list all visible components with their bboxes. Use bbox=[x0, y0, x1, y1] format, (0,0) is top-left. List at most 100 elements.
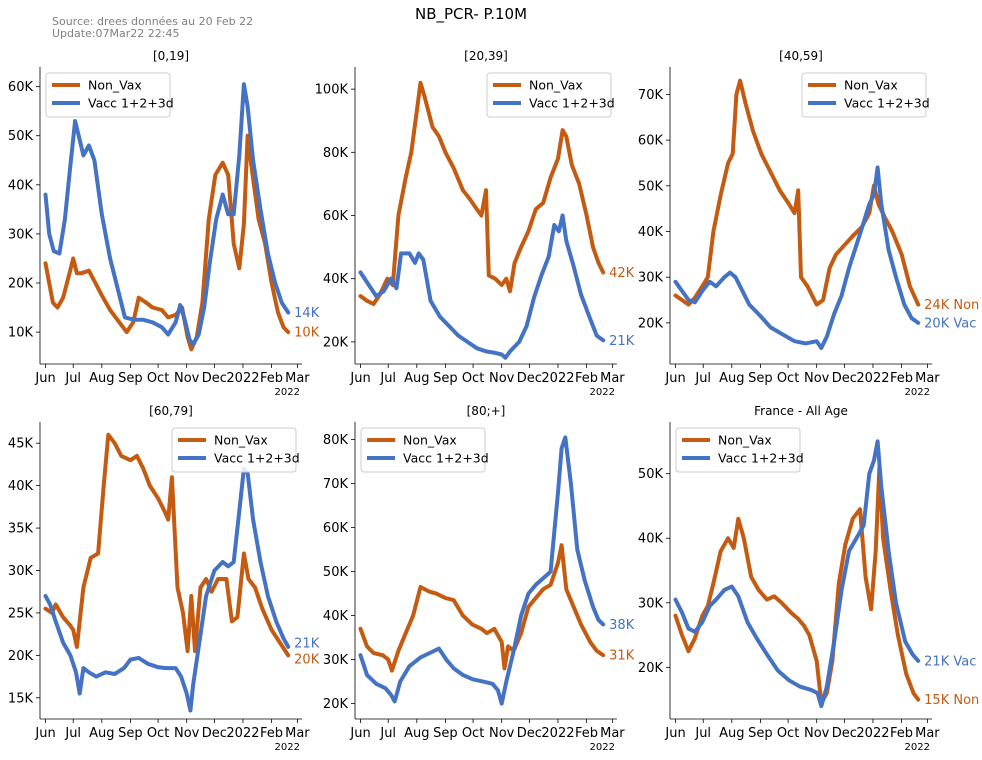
x-tick-label: 2022 bbox=[856, 371, 889, 386]
subplot-title: [20,39] bbox=[464, 49, 508, 63]
x-tick-label: Oct bbox=[777, 726, 799, 741]
x-tick-label: Mar bbox=[285, 371, 310, 386]
x-tick-label: Jun bbox=[664, 371, 685, 386]
x-tick-label: Mar bbox=[285, 726, 310, 741]
non-vax-end-label: 10K bbox=[294, 326, 320, 341]
x-tick-label: Oct bbox=[462, 371, 484, 386]
vacc-line bbox=[358, 435, 606, 706]
x-tick-label: Mar bbox=[915, 726, 940, 741]
x-tick-label: Sep bbox=[433, 371, 458, 386]
x-tick-label: Aug bbox=[719, 371, 744, 386]
x-tick-label: Dec bbox=[832, 371, 857, 386]
x-tick-label: Aug bbox=[404, 726, 429, 741]
x-tick-label: Jul bbox=[379, 371, 396, 386]
x-tick-label: Feb bbox=[260, 371, 283, 386]
legend-label-non-vax: Non_Vax bbox=[844, 78, 898, 93]
x-tick-label: Mar bbox=[600, 371, 625, 386]
x-offset-label: 2022 bbox=[590, 742, 615, 753]
x-tick-label: Mar bbox=[600, 726, 625, 741]
x-tick-label: Dec bbox=[517, 726, 542, 741]
x-tick-label: Jul bbox=[64, 726, 81, 741]
y-tick-label: 30K bbox=[8, 564, 34, 579]
y-tick-label: 60K bbox=[638, 134, 664, 149]
non-vax-line bbox=[43, 133, 291, 352]
y-tick-label: 40K bbox=[638, 225, 664, 240]
x-tick-label: Feb bbox=[260, 726, 283, 741]
y-tick-label: 70K bbox=[323, 477, 349, 492]
x-tick-label: Aug bbox=[89, 726, 114, 741]
x-tick-label: Jun bbox=[349, 371, 370, 386]
y-tick-label: 40K bbox=[323, 272, 349, 287]
non-vax-end-label: 42K bbox=[609, 266, 635, 281]
x-tick-label: Aug bbox=[404, 371, 429, 386]
y-tick-label: 20K bbox=[8, 649, 34, 664]
vacc-line bbox=[673, 165, 921, 350]
x-tick-label: Sep bbox=[118, 371, 143, 386]
y-tick-label: 30K bbox=[638, 271, 664, 286]
x-tick-label: Jul bbox=[694, 726, 711, 741]
y-tick-label: 20K bbox=[8, 277, 34, 292]
y-tick-label: 15K bbox=[8, 691, 34, 706]
vacc-end-label: 21K Vac bbox=[924, 654, 976, 669]
y-tick-label: 60K bbox=[323, 209, 349, 224]
non-vax-line bbox=[43, 432, 291, 658]
x-tick-label: Nov bbox=[489, 726, 515, 741]
y-tick-label: 30K bbox=[323, 653, 349, 668]
y-tick-label: 40K bbox=[323, 609, 349, 624]
non-vax-end-label: 15K Non bbox=[924, 693, 979, 708]
legend-label-non-vax: Non_Vax bbox=[529, 78, 583, 93]
non-vax-end-label: 20K bbox=[294, 653, 320, 668]
y-tick-label: 40K bbox=[8, 479, 34, 494]
legend-label-vacc: Vacc 1+2+3d bbox=[403, 451, 489, 466]
vacc-line bbox=[358, 213, 606, 360]
vacc-line bbox=[43, 82, 291, 347]
x-offset-label: 2022 bbox=[275, 387, 300, 398]
y-tick-label: 80K bbox=[323, 433, 349, 448]
x-tick-label: Oct bbox=[777, 371, 799, 386]
subplot-title: [60,79] bbox=[149, 404, 193, 418]
vacc-line bbox=[673, 439, 921, 709]
x-tick-label: Nov bbox=[489, 371, 515, 386]
x-tick-label: Jun bbox=[34, 726, 55, 741]
legend-label-vacc: Vacc 1+2+3d bbox=[88, 96, 174, 111]
y-tick-label: 40K bbox=[8, 178, 34, 193]
y-tick-label: 35K bbox=[8, 522, 34, 537]
subplot-title: France - All Age bbox=[754, 404, 848, 418]
non-vax-end-label: 24K Non bbox=[924, 298, 979, 313]
x-tick-label: Nov bbox=[174, 726, 200, 741]
x-tick-label: Dec bbox=[517, 371, 542, 386]
x-tick-label: Jul bbox=[64, 371, 81, 386]
x-tick-label: 2022 bbox=[226, 726, 259, 741]
non-vax-line bbox=[358, 80, 606, 306]
x-tick-label: 2022 bbox=[856, 726, 889, 741]
vacc-end-label: 14K bbox=[294, 306, 320, 321]
x-tick-label: Oct bbox=[147, 726, 169, 741]
y-tick-label: 20K bbox=[323, 697, 349, 712]
y-tick-label: 30K bbox=[638, 596, 664, 611]
x-tick-label: Jun bbox=[34, 371, 55, 386]
x-tick-label: Sep bbox=[433, 726, 458, 741]
non-vax-end-label: 31K bbox=[609, 649, 635, 664]
update-line: Update:07Mar22 22:45 bbox=[52, 27, 180, 40]
x-tick-label: Sep bbox=[748, 726, 773, 741]
y-tick-label: 25K bbox=[8, 606, 34, 621]
x-tick-label: 2022 bbox=[226, 371, 259, 386]
x-tick-label: Oct bbox=[462, 726, 484, 741]
y-tick-label: 40K bbox=[638, 532, 664, 547]
x-offset-label: 2022 bbox=[275, 742, 300, 753]
x-tick-label: Nov bbox=[804, 371, 830, 386]
x-offset-label: 2022 bbox=[905, 387, 930, 398]
x-tick-label: Jun bbox=[664, 726, 685, 741]
y-tick-label: 80K bbox=[323, 146, 349, 161]
figure-title: NB_PCR- P.10M bbox=[414, 5, 528, 23]
x-tick-label: Dec bbox=[202, 371, 227, 386]
x-tick-label: Mar bbox=[915, 371, 940, 386]
vacc-end-label: 21K bbox=[609, 334, 635, 349]
x-tick-label: Nov bbox=[174, 371, 200, 386]
subplot-title: [40,59] bbox=[779, 49, 823, 63]
legend-label-non-vax: Non_Vax bbox=[214, 433, 268, 448]
x-tick-label: Nov bbox=[804, 726, 830, 741]
y-tick-label: 45K bbox=[8, 437, 34, 452]
legend-label-vacc: Vacc 1+2+3d bbox=[718, 451, 804, 466]
